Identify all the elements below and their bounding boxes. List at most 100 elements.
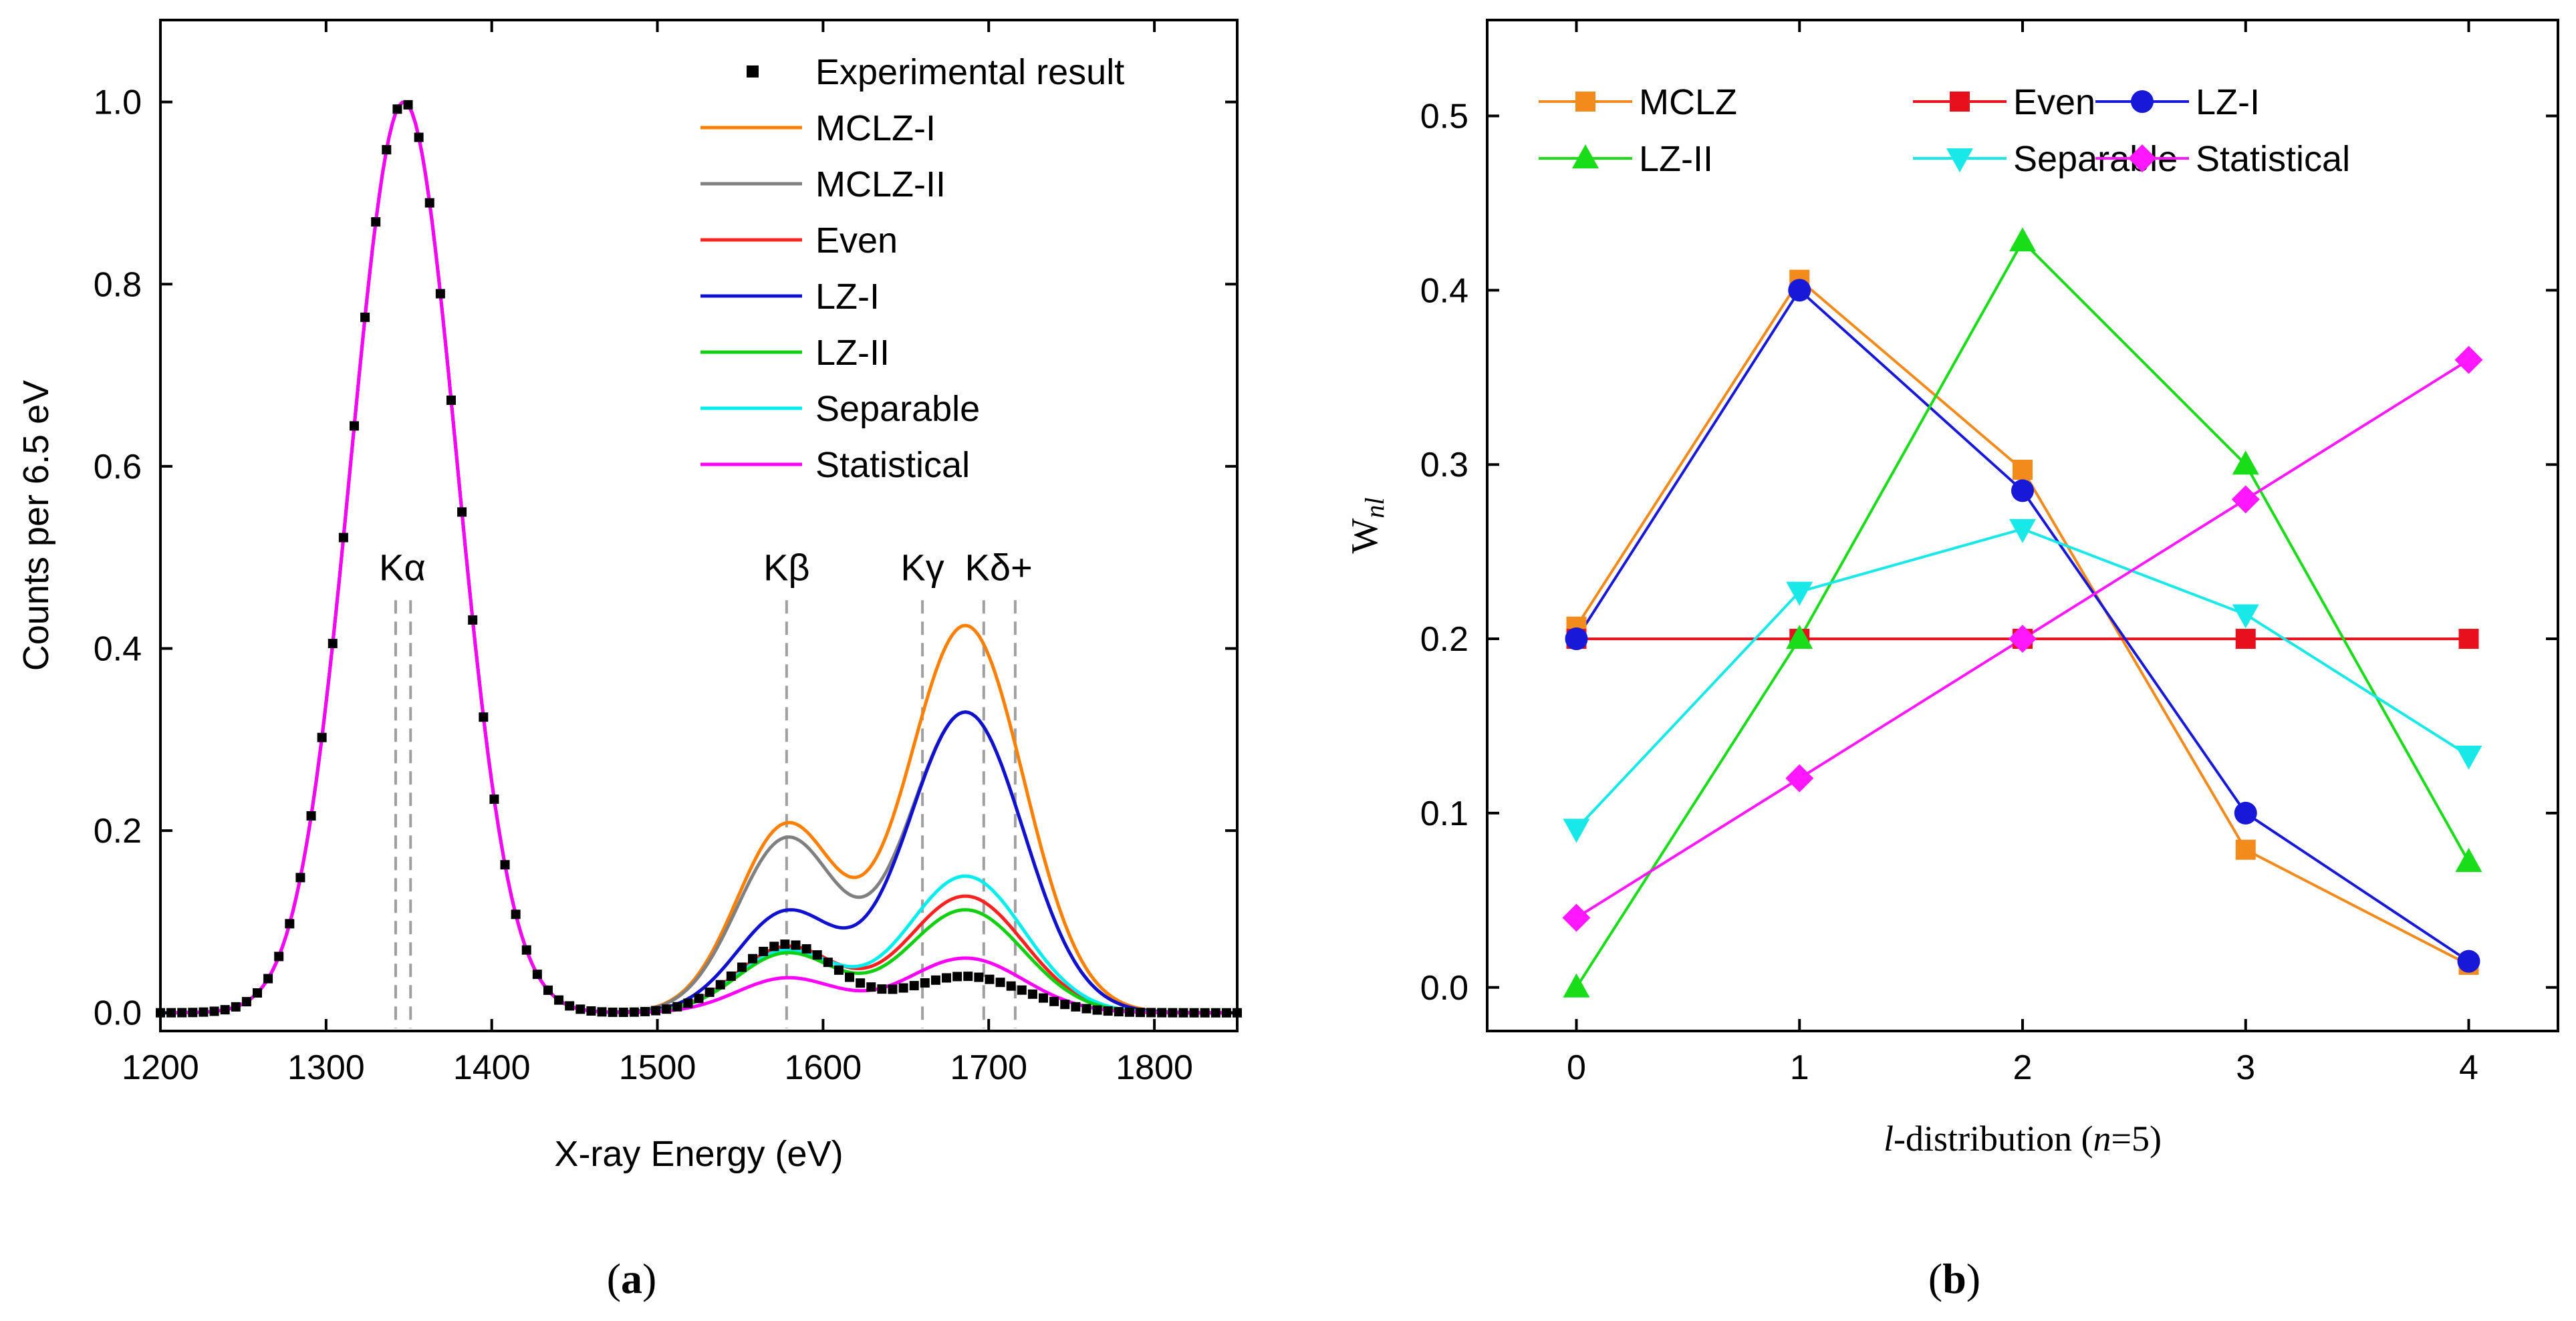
panel-a-experimental-point (328, 639, 338, 649)
panel-a-x-tick-label: 1600 (785, 1048, 862, 1087)
panel-b-x-label-n: n (2093, 1119, 2111, 1159)
panel-a-x-tick-label: 1500 (619, 1048, 696, 1087)
panel-a-experimental-point (532, 970, 542, 980)
panel-a-series-line-separable (160, 100, 1237, 1015)
panel-a-experimental-point (231, 1002, 241, 1012)
panel-a-experimental-point (985, 974, 995, 984)
panel-b-legend-marker-statistical (2128, 144, 2156, 172)
panel-a-experimental-point (845, 972, 855, 982)
panel-a-experimental-point (1136, 1008, 1146, 1018)
panel-b-point-even (2458, 629, 2479, 649)
panel-a-experimental-point (554, 995, 564, 1005)
panel-a-annotation-k: Kα (379, 546, 426, 588)
panel-b-legend-label-statistical: Statistical (2196, 139, 2350, 179)
panel-b-point-statistical (1562, 903, 1591, 932)
panel-a-experimental-point (608, 1007, 618, 1017)
panel-a-experimental-point (285, 919, 295, 929)
panel-b-legend: MCLZ Even LZ-ILZ-II Separable Statistical (1539, 82, 2350, 179)
panel-a-experimental-point (1124, 1007, 1134, 1017)
panel-a-series-line-lz-ii (160, 100, 1237, 1015)
panel-b-x-tick-label: 3 (2236, 1048, 2255, 1087)
panel-b-legend-label-mclz: MCLZ (1639, 82, 1737, 122)
panel-a-experimental-point (274, 951, 284, 962)
panel-a-caption: (a) (607, 1255, 657, 1302)
panel-a-y-tick-label: 0.0 (94, 994, 142, 1033)
panel-a-experimental-point (930, 975, 940, 985)
panel-a-legend-label-statistical: Statistical (815, 445, 970, 485)
panel-a-experimental-point (597, 1007, 607, 1017)
panel-b-x-tick-label: 1 (1790, 1048, 1809, 1087)
panel-a-annotation-k: Kδ+ (964, 546, 1032, 588)
panel-a-experimental-point (952, 972, 962, 982)
panel-a-experimental-point (371, 217, 381, 227)
panel-b-point-lz-ii (2455, 847, 2482, 872)
panel-a-experimental-point (1006, 981, 1016, 991)
panel-b-point-lz-i (1565, 627, 1588, 651)
panel-a-experimental-point (877, 984, 887, 994)
panel-a-experimental-point (1200, 1008, 1210, 1018)
panel-b-y-tick-label: 0.0 (1420, 969, 1468, 1008)
panel-a-series-line-mclz-ii (160, 100, 1237, 1015)
panel-a-legend-marker-experimental-result (747, 65, 759, 78)
panel-a-experimental-point (618, 1008, 628, 1018)
panel-b-y-tick-label: 0.2 (1420, 620, 1468, 659)
panel-b-x-label-mid: -distribution ( (1894, 1119, 2093, 1159)
panel-a-experimental-point (1178, 1008, 1188, 1018)
panel-a-experimental-point (694, 994, 704, 1004)
panel-a-caption-letter: a (621, 1255, 642, 1302)
panel-a-plot-frame (159, 19, 1239, 1032)
panel-b-x-label-l: l (1884, 1119, 1894, 1159)
panel-b-x-label-end: =5) (2111, 1119, 2162, 1159)
panel-a-experimental-point (737, 962, 747, 972)
panel-b-point-lz-ii (2009, 227, 2036, 252)
panel-a-experimental-point (823, 958, 833, 968)
panel-a-experimental-point (791, 940, 801, 950)
panel-a-experimental-point (500, 860, 510, 870)
panel-a-axes: 1200 1300 1400 1500 1600 1700 1800 0.0 0.2 0.4 0.6… (94, 20, 1237, 1087)
panel-b-chart: 0 1 2 3 4 0.0 0.1 0.2 0.3 0.4 0.5 l-distribution (… (1344, 19, 2559, 1302)
panel-b-point-mclz (2235, 839, 2256, 860)
panel-b-x-axis-label: l-distribution (n=5) (1884, 1119, 2162, 1159)
panel-a-x-tick-label: 1800 (1116, 1048, 1193, 1087)
panel-a-experimental-point (963, 972, 973, 982)
panel-a-experimental-point (511, 909, 521, 919)
panel-a-experimental-point (338, 533, 348, 543)
panel-a-experimental-point (1146, 1008, 1156, 1018)
panel-b-y-label-sub: nl (1360, 498, 1390, 519)
panel-b-point-statistical (2454, 345, 2483, 374)
panel-a-legend-label-experimental-result: Experimental result (815, 52, 1124, 92)
panel-a-experimental-point (1189, 1008, 1199, 1018)
panel-b-point-lz-i (2234, 801, 2257, 825)
panel-a-experimental-point (241, 997, 251, 1007)
panel-a-experimental-point (1027, 989, 1037, 999)
panel-a-legend-label-lz-i: LZ-I (815, 277, 880, 317)
panel-a-experimental-point (888, 984, 898, 994)
panel-a-y-tick-label: 0.8 (94, 265, 142, 304)
panel-b-point-statistical (2009, 625, 2037, 653)
panel-a-experimental-point (995, 978, 1005, 988)
panel-b-point-lz-ii (1786, 625, 1813, 649)
panel-b-legend-label-even: Even (2013, 82, 2095, 122)
panel-a-experimental-point (704, 987, 715, 997)
panel-a-experimental-point (866, 982, 876, 992)
panel-b-point-lz-ii (2232, 450, 2259, 475)
panel-b-y-tick-label: 0.5 (1420, 97, 1468, 136)
panel-b-y-tick-label: 0.3 (1420, 446, 1468, 484)
panel-a-experimental-point (651, 1006, 661, 1016)
panel-b-x-tick-label: 4 (2459, 1048, 2478, 1087)
panel-a-experimental-point (1071, 1002, 1081, 1012)
panel-b-series-line-separable (1575, 527, 2470, 830)
panel-a-experimental-point (263, 974, 273, 984)
panel-b-point-lz-i (2457, 949, 2480, 973)
panel-a-legend-label-mclz-i: MCLZ-I (815, 108, 936, 148)
panel-b-point-even (2235, 629, 2256, 649)
panel-a-experimental-point (1049, 996, 1059, 1006)
panel-a-experimental-point (640, 1006, 650, 1016)
panel-a-series-line-even (160, 100, 1237, 1015)
panel-b-legend-marker-even (1950, 92, 1970, 112)
panel-b-series-group (1562, 227, 2483, 998)
panel-a-experimental-point (479, 712, 489, 722)
panel-b-point-separable (2009, 519, 2036, 543)
panel-a-y-tick-label: 0.2 (94, 812, 142, 851)
panel-a-experimental-point (662, 1004, 672, 1014)
